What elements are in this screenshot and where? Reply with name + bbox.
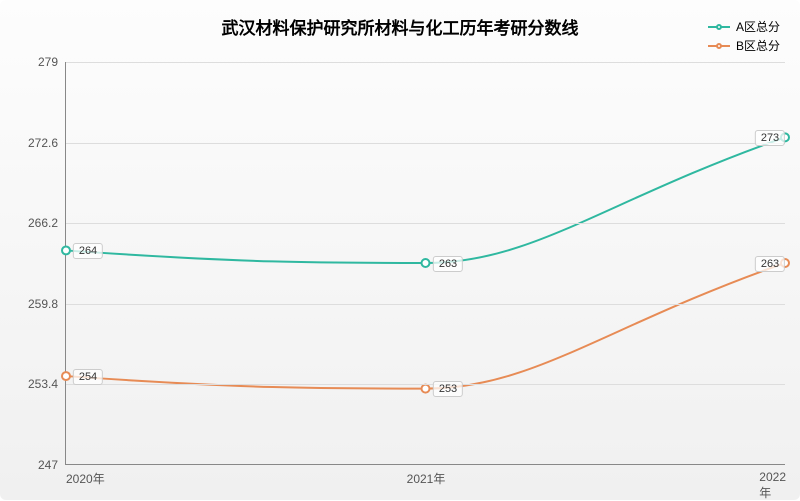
data-point[interactable] — [422, 385, 430, 393]
series-line — [66, 263, 785, 389]
y-axis-label: 279 — [38, 55, 58, 69]
point-label: 264 — [73, 243, 103, 259]
point-label: 273 — [755, 130, 785, 146]
series-line — [66, 137, 785, 263]
gridline — [66, 384, 785, 385]
point-label: 253 — [433, 381, 463, 397]
y-axis-label: 247 — [38, 458, 58, 472]
x-axis-label: 2022年 — [759, 470, 786, 501]
x-axis-label: 2020年 — [66, 470, 105, 487]
y-axis-label: 272.6 — [28, 136, 58, 150]
legend-swatch-b — [708, 45, 730, 47]
data-point[interactable] — [62, 372, 70, 380]
chart-svg — [66, 62, 785, 464]
y-axis-label: 266.2 — [28, 216, 58, 230]
legend: A区总分 B区总分 — [708, 18, 780, 56]
point-label: 263 — [433, 256, 463, 272]
gridline — [66, 62, 785, 63]
data-point[interactable] — [62, 246, 70, 254]
legend-item-b[interactable]: B区总分 — [708, 37, 780, 54]
y-axis-label: 259.8 — [28, 297, 58, 311]
plot-area: 247253.4259.8266.2272.62792020年2021年2022… — [65, 62, 785, 465]
gridline — [66, 304, 785, 305]
y-axis-label: 253.4 — [28, 377, 58, 391]
legend-swatch-a — [708, 26, 730, 28]
legend-item-a[interactable]: A区总分 — [708, 18, 780, 35]
x-axis-label: 2021年 — [407, 470, 446, 487]
chart-container: 武汉材料保护研究所材料与化工历年考研分数线 A区总分 B区总分 247253.4… — [0, 0, 800, 500]
gridline — [66, 223, 785, 224]
legend-label-a: A区总分 — [736, 18, 780, 35]
data-point[interactable] — [422, 259, 430, 267]
point-label: 263 — [755, 256, 785, 272]
point-label: 254 — [73, 369, 103, 385]
legend-label-b: B区总分 — [736, 37, 780, 54]
gridline — [66, 143, 785, 144]
chart-title: 武汉材料保护研究所材料与化工历年考研分数线 — [222, 14, 579, 39]
